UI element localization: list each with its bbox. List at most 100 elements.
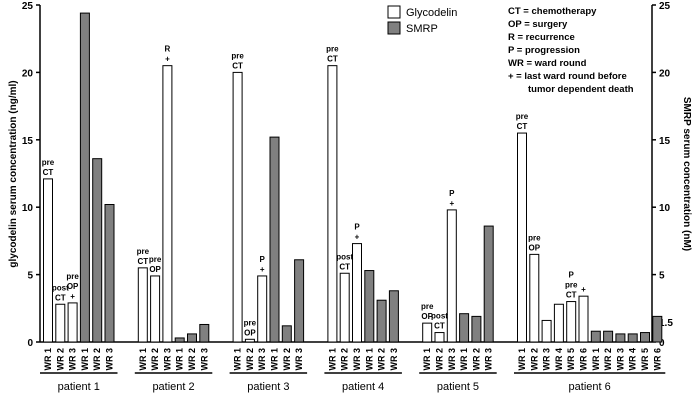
group-label: patient 4 bbox=[342, 381, 384, 393]
y2-tick-label: 20 bbox=[659, 68, 671, 79]
x-tick-label: WR 2 bbox=[529, 348, 539, 371]
y2-tick-label: 1.5 bbox=[659, 318, 673, 329]
abbreviation-note: CT = chemotherapy bbox=[508, 6, 597, 17]
x-tick-label: WR 2 bbox=[603, 348, 613, 371]
legend-swatch bbox=[387, 21, 401, 35]
bar bbox=[137, 267, 148, 343]
bar-note: OP bbox=[421, 312, 433, 321]
group-label: patient 2 bbox=[152, 381, 194, 393]
legend-swatch bbox=[387, 5, 401, 19]
bar bbox=[627, 333, 638, 343]
y2-tick-label: 5 bbox=[659, 271, 665, 282]
x-tick-label: WR 1 bbox=[138, 348, 148, 371]
bar-note: pre bbox=[149, 255, 162, 264]
bar-note: CT bbox=[566, 291, 577, 300]
bar-note: + bbox=[70, 292, 75, 301]
x-tick-label: WR 3 bbox=[542, 348, 552, 371]
bar-note: pre bbox=[565, 281, 578, 290]
bar-note: + bbox=[165, 55, 170, 64]
bar-note: + bbox=[355, 233, 360, 242]
bar-note: pre bbox=[42, 158, 55, 167]
bar-note: post bbox=[431, 312, 448, 321]
bar-note: P bbox=[260, 255, 266, 264]
y-axis-title: glycodelin serum concentration (ng/ml) bbox=[8, 80, 19, 267]
y2-tick-label: 0 bbox=[659, 338, 665, 349]
x-tick-label: WR 1 bbox=[422, 348, 432, 371]
x-tick-label: WR 3 bbox=[199, 348, 209, 371]
bar-note: pre bbox=[66, 272, 79, 281]
bar-note: CT bbox=[434, 322, 445, 331]
bar-note: CT bbox=[232, 61, 243, 70]
bar-note: post bbox=[52, 283, 69, 292]
x-tick-label: WR 2 bbox=[92, 348, 102, 371]
y-tick-label: 15 bbox=[22, 136, 34, 147]
bar-note: CT bbox=[137, 257, 148, 266]
group-label: patient 1 bbox=[58, 381, 100, 393]
bar-note: OP bbox=[67, 282, 79, 291]
bar bbox=[92, 158, 103, 343]
y2-tick-label: 10 bbox=[659, 203, 671, 214]
bar bbox=[364, 270, 375, 343]
x-tick-label: WR 4 bbox=[554, 348, 564, 371]
bar-note: CT bbox=[517, 122, 528, 131]
abbreviation-note: OP = surgery bbox=[508, 19, 568, 30]
bar bbox=[43, 178, 53, 343]
bar-note: CT bbox=[43, 168, 54, 177]
bar-note: CT bbox=[55, 293, 66, 302]
bar bbox=[79, 12, 90, 343]
bar-note: + bbox=[581, 285, 586, 294]
bar bbox=[615, 333, 626, 343]
x-tick-label: WR 1 bbox=[364, 348, 374, 371]
bar bbox=[483, 225, 494, 343]
bar-note: + bbox=[449, 199, 454, 208]
group-label: patient 5 bbox=[437, 381, 479, 393]
x-tick-label: WR 3 bbox=[447, 348, 457, 371]
x-tick-label: WR 1 bbox=[591, 348, 601, 371]
bar-note: P bbox=[354, 223, 360, 232]
bar bbox=[529, 253, 540, 343]
x-tick-label: WR 3 bbox=[352, 348, 362, 371]
x-tick-label: WR 1 bbox=[270, 348, 280, 371]
bar bbox=[603, 330, 614, 343]
x-tick-label: WR 3 bbox=[389, 348, 399, 371]
x-tick-label: WR 2 bbox=[187, 348, 197, 371]
bar-note: CT bbox=[327, 55, 338, 64]
bar bbox=[352, 243, 362, 343]
bar-note: OP bbox=[529, 243, 541, 252]
x-tick-label: WR 2 bbox=[377, 348, 387, 371]
bar bbox=[55, 303, 66, 343]
bar-note: OP bbox=[244, 328, 256, 337]
x-tick-label: WR 3 bbox=[105, 348, 115, 371]
bar-note: pre bbox=[326, 45, 339, 54]
x-tick-label: WR 1 bbox=[175, 348, 185, 371]
legend-label: SMRP bbox=[406, 23, 438, 35]
bar bbox=[578, 295, 589, 343]
y2-tick-label: 15 bbox=[659, 136, 671, 147]
bar bbox=[269, 136, 280, 343]
x-tick-label: WR 2 bbox=[340, 348, 350, 371]
x-tick-label: WR 3 bbox=[68, 348, 78, 371]
x-tick-label: WR 1 bbox=[233, 348, 243, 371]
x-tick-label: WR 2 bbox=[282, 348, 292, 371]
x-tick-label: WR 5 bbox=[566, 348, 576, 371]
bar bbox=[244, 338, 255, 343]
abbreviation-note: WR = ward round bbox=[508, 58, 587, 69]
bar bbox=[459, 313, 470, 343]
bar bbox=[339, 272, 350, 343]
x-tick-label: WR 4 bbox=[628, 348, 638, 371]
y-tick-label: 20 bbox=[22, 68, 34, 79]
x-tick-label: WR 1 bbox=[517, 348, 527, 371]
bar bbox=[434, 332, 445, 343]
bar-note: pre bbox=[231, 51, 244, 60]
bar-note: + bbox=[260, 265, 265, 274]
bar bbox=[257, 275, 268, 343]
bar-note: CT bbox=[339, 262, 350, 271]
bar bbox=[652, 315, 663, 343]
bar bbox=[471, 315, 482, 343]
x-tick-label: WR 2 bbox=[471, 348, 481, 371]
bar bbox=[376, 299, 387, 343]
bar-note: pre bbox=[244, 318, 257, 327]
x-tick-label: WR 1 bbox=[43, 348, 53, 371]
abbreviation-note: tumor dependent death bbox=[528, 84, 634, 95]
bar bbox=[199, 323, 210, 343]
